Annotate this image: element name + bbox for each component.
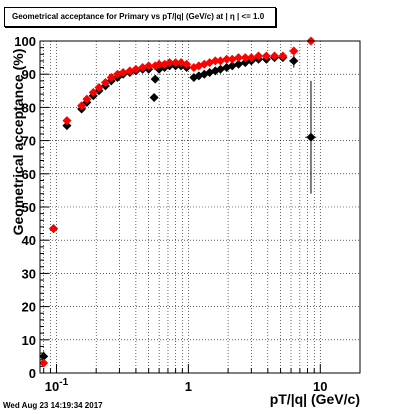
axis-layer: 0 10 20 30 40 50 60 70 80 90 100 10-1 1 10 [14,34,361,394]
y-tick-label: 20 [22,300,36,315]
data-point-red [100,78,110,87]
plot-frame [39,40,361,374]
x-tick-label: 10 [313,379,327,394]
datestamp: Wed Aug 23 14:19:34 2017 [3,401,103,410]
y-tick-label: 80 [22,100,36,115]
data-point-red [106,73,116,83]
data-point-red [253,51,263,61]
data-point-black [215,64,225,74]
data-point-red [234,53,244,63]
data-point-red [39,358,49,368]
data-point-red [215,56,225,66]
data-layer [39,36,317,368]
chart-title: Geometrical acceptance for Primary vs pT… [12,12,265,21]
data-point-black [39,351,49,361]
data-point-red [138,63,148,73]
y-tick-label: 100 [14,34,36,49]
data-point-red [261,51,271,61]
y-axis-label: Geometrical acceptance (%) [10,48,26,236]
data-point-red [94,82,104,92]
data-point-red [270,51,280,61]
x-axis-label: pT/|q| (GeV/c) [269,391,360,407]
y-tick-label: 40 [22,233,36,248]
x-tick-label: 1 [185,379,192,394]
data-point-red [289,46,299,56]
x-tick-label: 10-1 [45,377,69,394]
data-point-black [234,59,244,69]
x-tick-label-exponent: -1 [59,377,68,388]
data-point-red [240,53,250,63]
y-tick-label: 60 [22,167,36,182]
data-point-red [144,61,154,71]
data-point-red [131,64,141,74]
data-point-black [62,121,72,131]
data-point-red [82,94,92,104]
y-tick-label: 90 [22,67,36,82]
data-point-red [278,51,288,61]
y-tick-label: 70 [22,134,36,149]
data-point-black [222,63,232,73]
y-tick-label: 10 [22,333,36,348]
data-point-black [289,56,299,66]
data-point-red [210,56,220,66]
data-point-red [49,224,59,234]
data-point-black [150,74,160,84]
grid-layer [40,41,360,373]
y-tick-label: 0 [29,366,36,381]
data-point-red [182,59,192,69]
data-point-red [227,54,237,64]
y-tick-label: 30 [22,266,36,281]
data-point-black [306,132,316,142]
data-point-black [227,61,237,71]
data-point-red [154,59,164,69]
data-point-black [149,92,159,102]
data-point-red [171,58,181,68]
data-point-red [77,101,87,111]
data-point-red [62,116,72,126]
data-point-red [222,54,232,64]
data-point-red [88,87,98,97]
data-point-red [118,68,128,78]
data-point-red [246,53,256,63]
chart-title-box: Geometrical acceptance for Primary vs pT… [4,7,276,27]
data-point-red [189,63,199,73]
data-point-red [165,58,175,68]
y-tick-label: 50 [22,200,36,215]
